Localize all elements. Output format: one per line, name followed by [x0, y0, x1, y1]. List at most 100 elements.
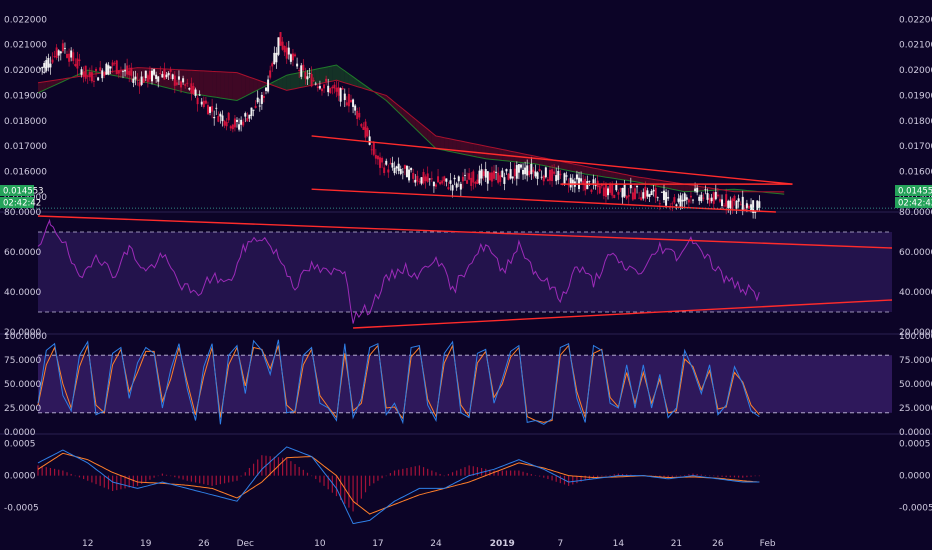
- cloud-segment: [473, 143, 478, 158]
- macd-histogram-bar: [112, 475, 114, 491]
- candle-body: [341, 88, 344, 90]
- candle-body: [538, 168, 541, 172]
- candle-body: [136, 79, 139, 81]
- macd-histogram-bar: [203, 475, 205, 485]
- candle-body: [379, 157, 382, 168]
- candle-body: [354, 105, 357, 111]
- macd-histogram-bar: [505, 470, 508, 476]
- candle-body: [575, 174, 578, 180]
- candle-body: [198, 94, 201, 96]
- cloud-segment: [46, 80, 51, 90]
- macd-histogram-bar: [688, 474, 690, 476]
- cloud-segment: [618, 173, 623, 180]
- candle-body: [739, 204, 742, 206]
- cloud-segment: [601, 169, 606, 178]
- macd-histogram-bar: [236, 475, 238, 481]
- candle-body: [63, 48, 66, 50]
- macd-histogram-bar: [228, 475, 230, 483]
- cloud-segment: [199, 70, 204, 96]
- macd-histogram-bar: [667, 475, 669, 478]
- candle-body: [464, 174, 466, 176]
- candle-body: [710, 197, 713, 202]
- price-trendline: [311, 135, 793, 185]
- candle-body: [505, 169, 508, 172]
- macd-histogram-bar: [124, 475, 126, 489]
- candle-body: [244, 113, 247, 117]
- price-axis-tick-left: 0.020000: [4, 66, 47, 76]
- cloud-segment: [137, 67, 142, 82]
- candle-body: [615, 183, 618, 191]
- candle-body: [163, 69, 166, 80]
- candle-body: [441, 180, 444, 184]
- macd-histogram-bar: [555, 475, 557, 482]
- macd-histogram-bar: [659, 475, 661, 478]
- stochastic-panel: 100.0000 100.0000 75.0000 75.0000 50.0000 50.…: [4, 332, 932, 438]
- macd-histogram-bar: [66, 472, 68, 476]
- cloud-segment: [237, 72, 242, 101]
- macd-histogram-bar: [393, 470, 396, 476]
- candle-body: [376, 155, 379, 160]
- candle-body: [594, 184, 597, 186]
- candle-body: [451, 185, 454, 191]
- stoch-axis-tick-right: 50.0000: [899, 380, 932, 390]
- macd-histogram-bar: [340, 475, 342, 500]
- cloud-segment: [340, 68, 345, 83]
- macd-histogram-bar: [456, 470, 458, 476]
- candle-body: [528, 170, 531, 176]
- cloud-segment: [431, 132, 436, 149]
- candle-body: [312, 80, 315, 82]
- candle-body: [488, 172, 491, 181]
- macd-histogram-bar: [717, 475, 719, 477]
- macd-histogram-bar: [704, 475, 707, 476]
- cloud-segment: [456, 140, 461, 154]
- candle-body: [517, 164, 520, 173]
- candle-body: [173, 75, 176, 86]
- candle-body: [623, 184, 626, 197]
- candle-body: [698, 196, 701, 201]
- cloud-segment: [676, 182, 681, 191]
- candle-body: [57, 50, 60, 56]
- candle-body: [254, 105, 257, 108]
- candle-body: [61, 43, 64, 52]
- candle-body: [229, 126, 232, 129]
- macd-histogram-bar: [170, 475, 172, 477]
- candle-body: [443, 176, 446, 182]
- candle-body: [696, 187, 699, 193]
- candle-body: [92, 80, 95, 82]
- macd-histogram-bar: [232, 475, 234, 482]
- macd-axis-tick-right: -0.0005: [899, 504, 932, 514]
- candle-body: [430, 178, 433, 180]
- candle-body: [737, 198, 740, 202]
- candle-body: [304, 72, 307, 79]
- cloud-segment: [477, 144, 482, 158]
- rsi-axis-tick-right: 40.0000: [899, 288, 932, 298]
- candle-body: [59, 51, 62, 54]
- x-axis-tick: 14: [613, 539, 625, 549]
- cloud-segment: [228, 72, 233, 100]
- macd-histogram-bar: [99, 475, 101, 486]
- candle-body: [194, 89, 197, 96]
- macd-histogram-bar: [327, 475, 329, 490]
- candle-body: [95, 68, 98, 72]
- candle-body: [486, 171, 489, 184]
- candle-body: [51, 59, 54, 63]
- candle-body: [501, 170, 504, 178]
- price-axis-tick-right: 0.018000: [899, 117, 932, 127]
- countdown-left: 02:42:42: [3, 199, 41, 209]
- candle-body: [532, 169, 535, 173]
- candle-body: [472, 171, 475, 183]
- candle-body: [240, 119, 243, 125]
- macd-histogram-bar: [149, 475, 151, 480]
- macd-axis-tick-left: 0.0000: [4, 472, 36, 482]
- cloud-segment: [552, 159, 557, 169]
- candle-body: [571, 179, 574, 186]
- cloud-segment: [527, 154, 532, 164]
- candle-body: [300, 65, 303, 77]
- candle-body: [447, 187, 450, 190]
- candle-body: [238, 124, 241, 130]
- cloud-segment: [203, 70, 208, 97]
- rsi-trendline: [353, 299, 893, 329]
- candle-body: [356, 110, 359, 119]
- cloud-segment: [344, 70, 349, 84]
